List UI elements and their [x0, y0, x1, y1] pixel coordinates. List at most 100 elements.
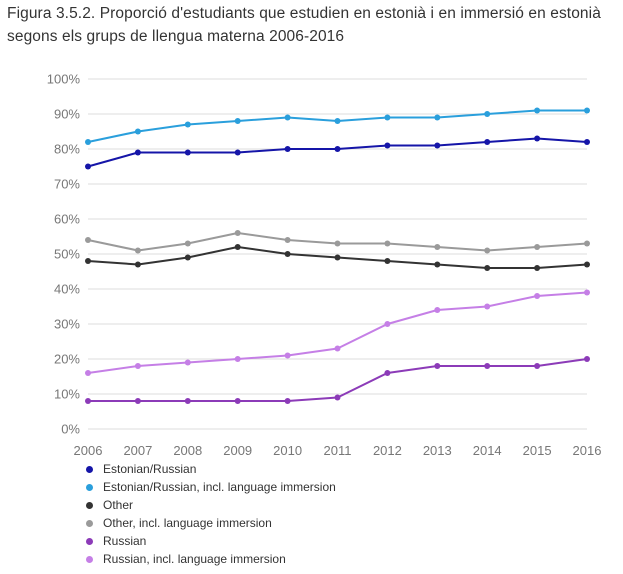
x-tick-label: 2012 [373, 443, 402, 458]
legend-label: Estonian/Russian, incl. language immersi… [103, 480, 336, 494]
data-point [284, 398, 291, 404]
x-axis-ticks: 2006 2007 2008 2009 2010 2011 2012 2013 2014 2015… [74, 443, 602, 458]
data-point [334, 254, 341, 261]
legend-swatch [86, 555, 93, 563]
data-point [434, 307, 441, 313]
y-tick-label: 40% [54, 282, 80, 297]
y-tick-label: 70% [54, 177, 80, 192]
legend-item: Estonian/Russian [86, 460, 336, 478]
data-point [134, 363, 141, 369]
series-group [85, 135, 590, 170]
x-tick-label: 2010 [273, 443, 302, 458]
x-tick-label: 2009 [223, 443, 252, 458]
legend-label: Other, incl. language immersion [103, 516, 272, 530]
data-point [434, 142, 441, 149]
gridlines [88, 78, 587, 430]
y-tick-label: 20% [54, 352, 80, 367]
data-point [384, 321, 391, 327]
series-group [85, 107, 590, 145]
series-line [87, 291, 588, 374]
legend-item: Russian, incl. language immersion [86, 550, 336, 568]
data-point [184, 240, 191, 247]
data-point [584, 261, 590, 268]
data-point [584, 289, 590, 296]
legend-label: Estonian/Russian [103, 462, 197, 476]
data-point [85, 258, 91, 264]
legend-swatch [86, 537, 93, 545]
data-point [484, 111, 491, 117]
data-point [284, 352, 291, 359]
data-point [234, 149, 241, 156]
y-tick-label: 0% [61, 422, 80, 437]
data-point [484, 265, 491, 271]
data-point [584, 240, 590, 247]
y-tick-label: 30% [54, 317, 80, 332]
series-line [87, 137, 588, 168]
series-group [85, 244, 590, 271]
series-group [85, 289, 590, 376]
data-point [284, 114, 291, 121]
legend-item: Estonian/Russian, incl. language immersi… [86, 478, 336, 496]
data-point [334, 394, 341, 401]
data-point [334, 118, 341, 124]
x-tick-label: 2014 [473, 443, 502, 458]
data-point [584, 356, 590, 362]
data-point [234, 118, 241, 124]
data-point [534, 244, 541, 250]
data-point [384, 142, 391, 149]
y-tick-label: 10% [54, 387, 80, 402]
y-tick-label: 60% [54, 212, 80, 227]
data-point [484, 303, 491, 310]
legend-swatch [86, 501, 93, 509]
data-point [534, 265, 541, 271]
data-point [584, 139, 590, 145]
legend-item: Russian [86, 532, 336, 550]
data-point [184, 121, 191, 128]
x-tick-label: 2008 [173, 443, 202, 458]
x-tick-label: 2013 [423, 443, 452, 458]
data-point [134, 247, 141, 254]
data-point [384, 370, 391, 376]
data-point [334, 146, 341, 152]
x-tick-label: 2016 [573, 443, 602, 458]
data-point [434, 244, 441, 250]
y-tick-label: 100% [47, 72, 81, 87]
data-point [184, 398, 191, 404]
series-layer [85, 107, 590, 404]
data-point [384, 258, 391, 264]
legend-label: Russian [103, 534, 147, 548]
data-point [534, 363, 541, 369]
data-point [384, 114, 391, 121]
legend-swatch [86, 483, 93, 491]
data-point [334, 240, 341, 247]
data-point [284, 237, 291, 243]
x-tick-label: 2015 [523, 443, 552, 458]
x-tick-label: 2006 [74, 443, 103, 458]
data-point [184, 254, 191, 261]
series-line [87, 109, 587, 143]
y-tick-label: 50% [54, 247, 80, 262]
data-point [434, 261, 441, 268]
legend-label: Other [103, 498, 134, 512]
data-point [334, 345, 341, 352]
data-point [234, 244, 241, 250]
data-point [534, 135, 541, 142]
series-group [85, 230, 590, 254]
x-tick-label: 2007 [123, 443, 152, 458]
legend-swatch [86, 519, 93, 527]
data-point [184, 149, 191, 156]
data-point [284, 251, 291, 257]
data-point [584, 107, 590, 114]
data-point [134, 128, 141, 135]
data-point [85, 370, 91, 376]
legend: Estonian/Russian Estonian/Russian, incl. … [86, 460, 336, 568]
data-point [234, 356, 241, 362]
data-point [534, 107, 541, 114]
series-group [85, 356, 590, 404]
data-point [234, 230, 241, 236]
data-point [384, 240, 391, 247]
legend-item: Other, incl. language immersion [86, 514, 336, 532]
data-point [134, 261, 141, 268]
legend-item: Other [86, 496, 336, 514]
